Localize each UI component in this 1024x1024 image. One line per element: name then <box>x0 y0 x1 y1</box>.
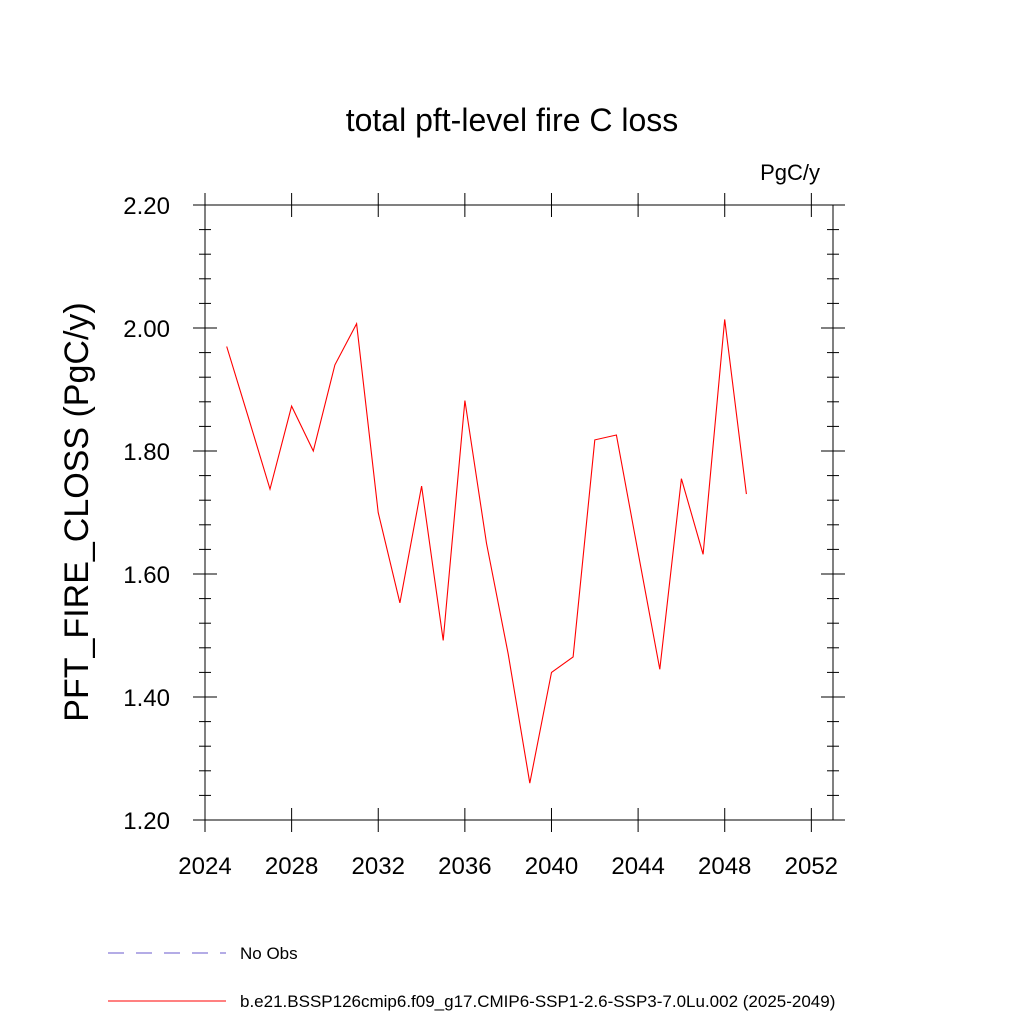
x-axis: 2024 2028 2032 2036 2040 2044 2048 2052 <box>178 193 838 880</box>
x-tick-label: 2048 <box>698 853 751 880</box>
y-tick-label: 2.00 <box>123 316 170 343</box>
chart-title: total pft-level fire C loss <box>346 102 679 138</box>
series-layer <box>226 319 747 784</box>
y-axis-label: PFT_FIRE_CLOSS (PgC/y) <box>58 302 96 721</box>
units-label: PgC/y <box>760 160 820 185</box>
y-tick-label: 2.20 <box>123 193 170 220</box>
y-tick-label: 1.60 <box>123 562 170 589</box>
x-tick-label: 2024 <box>178 853 231 880</box>
y-tick-label: 1.80 <box>123 439 170 466</box>
y-tick-label: 1.20 <box>123 808 170 835</box>
legend: No Obs b.e21.BSSP126cmip6.f09_g17.CMIP6-S… <box>108 944 835 1011</box>
x-tick-label: 2028 <box>265 853 318 880</box>
series-line <box>226 319 747 784</box>
x-tick-label: 2052 <box>785 853 838 880</box>
plot-frame <box>204 204 834 821</box>
y-axis: 1.20 1.40 1.60 1.80 2.00 2.20 <box>123 193 845 835</box>
legend-label: No Obs <box>240 944 298 963</box>
axes <box>204 204 834 821</box>
x-tick-label: 2036 <box>438 853 491 880</box>
x-tick-label: 2040 <box>525 853 578 880</box>
y-tick-label: 1.40 <box>123 685 170 712</box>
x-tick-label: 2044 <box>611 853 664 880</box>
legend-label: b.e21.BSSP126cmip6.f09_g17.CMIP6-SSP1-2.… <box>240 992 835 1011</box>
x-tick-label: 2032 <box>352 853 405 880</box>
